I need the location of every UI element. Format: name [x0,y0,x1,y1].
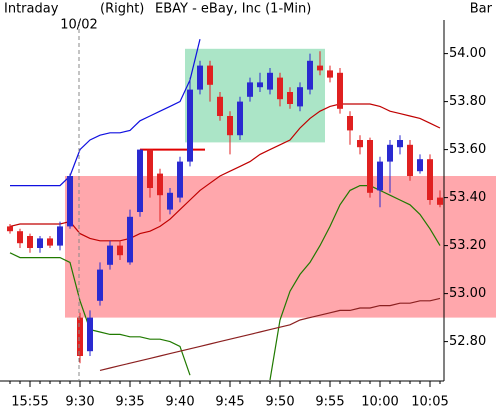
y-tick-label: 53.20 [449,238,486,253]
zone [185,48,325,143]
indicator-line [10,39,201,187]
x-tick-label: 9:50 [265,395,294,410]
candle-body [17,231,23,244]
candle-body [357,140,363,148]
y-tick-label: 53.40 [449,190,486,205]
candle-body [57,226,63,246]
x-tick-label: 9:45 [215,395,244,410]
date-label: 10/02 [60,18,97,33]
x-tick-label: 9:30 [65,395,94,410]
candle-body [237,101,243,136]
candle-body [217,96,223,116]
candle-body [37,238,43,248]
candle-body [97,269,103,301]
candle-body [47,238,53,246]
candle-body [307,60,313,90]
x-tick-label: 9:40 [165,395,194,410]
candle-body [27,236,33,248]
candle-body [247,82,253,97]
candle-body [327,70,333,78]
header-right: Bar [470,2,493,17]
candle-body [417,159,423,172]
y-tick-label: 53.00 [449,286,486,301]
candle-body [197,65,203,90]
candle-body [397,140,403,148]
candle-body [317,65,323,71]
y-tick-label: 53.80 [449,94,486,109]
candle-body [207,65,213,85]
y-tick-label: 54.00 [449,46,486,61]
candle-body [407,144,413,176]
zone [65,176,496,318]
x-tick-label: 10:00 [361,395,398,410]
x-tick-label: 15:55 [11,395,48,410]
indicator-line [99,297,441,371]
candle-body [117,245,123,256]
candle-body [167,192,173,210]
indicator-line [269,185,441,381]
header-mode: (Right) [100,2,144,17]
candle-body [287,92,293,104]
candle-body [277,77,283,100]
candle-body [267,72,273,90]
candle-body [427,159,433,200]
candle-body [107,245,113,265]
candle-body [147,149,153,188]
x-tick-label: 9:55 [315,395,344,410]
candle-body [337,72,343,109]
candle-body [297,87,303,107]
candle-body [187,89,193,162]
candle-body [367,140,373,193]
indicator-line [9,103,441,242]
candle-body [127,216,133,263]
candle-body [387,144,393,162]
candle-body [227,116,233,136]
candle-body [137,149,143,212]
chart-title: EBAY - eBay, Inc (1-Min) [155,2,311,17]
candle-body [347,116,353,131]
indicator-line [9,252,191,376]
x-tick-label: 9:35 [115,395,144,410]
candle-body [157,173,163,196]
candle-body [7,226,13,232]
candle-body [257,82,263,88]
header-left: Intraday [4,2,59,17]
y-tick-label: 52.80 [449,334,486,349]
candle-body [437,197,443,205]
candle-body [377,161,383,191]
candle-body [77,317,83,356]
x-tick-label: 10:05 [411,395,448,410]
candle-body [87,317,93,352]
y-tick-label: 53.60 [449,142,486,157]
candle-body [67,176,73,227]
candle-body [177,161,183,198]
